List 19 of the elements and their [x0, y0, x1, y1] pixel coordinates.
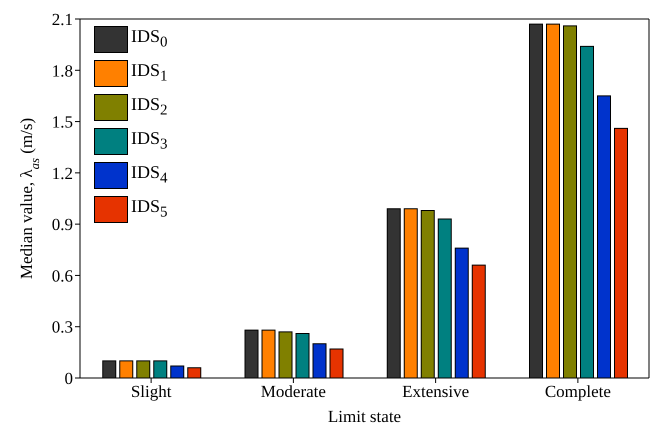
y-tick-label: 0.6: [52, 266, 73, 286]
legend-label: IDS$_{3}$: [131, 128, 168, 154]
legend-label: IDS$_{4}$: [131, 162, 168, 188]
x-tick-label: Extensive: [402, 382, 470, 402]
y-tick-label: 0.9: [52, 215, 73, 234]
legend-label: IDS$_{5}$: [131, 196, 168, 222]
y-tick-label: 0.3: [52, 318, 73, 337]
y-tick-label: 0: [64, 369, 73, 388]
x-tick-label: Slight: [130, 382, 172, 402]
x-axis-title: Limit state: [328, 407, 402, 426]
x-tick-label: Moderate: [260, 382, 326, 402]
y-tick-label: 1.2: [52, 164, 73, 183]
y-tick-label: 1.8: [52, 61, 73, 80]
legend-label: IDS$_{0}$: [131, 26, 168, 52]
legend-label: IDS$_{2}$: [131, 94, 168, 120]
y-tick-label: 2.1: [52, 10, 73, 30]
legend-label: IDS$_{1}$: [131, 60, 168, 86]
y-tick-label: 1.5: [52, 112, 73, 132]
x-tick-label: Complete: [544, 382, 611, 402]
